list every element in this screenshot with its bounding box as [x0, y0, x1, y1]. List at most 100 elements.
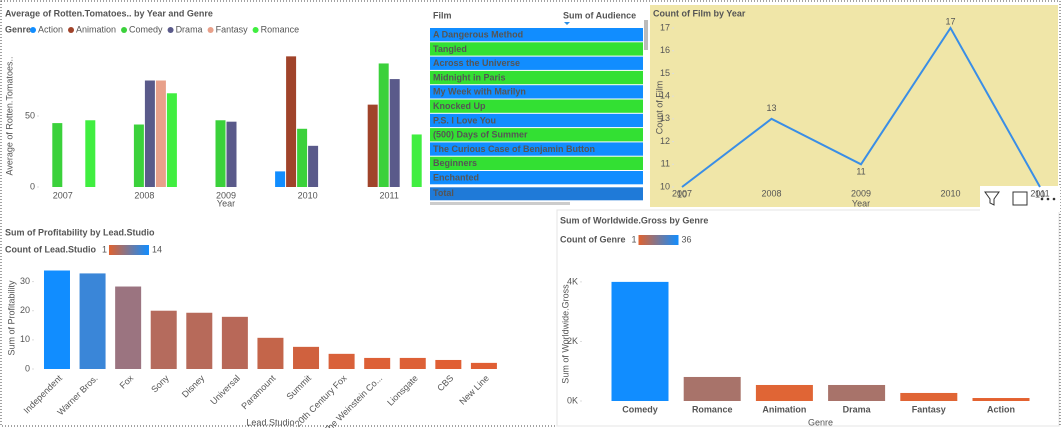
- table-row: [430, 142, 643, 156]
- data-label: 10: [1035, 189, 1045, 199]
- chart-title: Sum of Worldwide.Gross by Genre: [560, 215, 708, 225]
- x-tick-label: The Weinstein Co...: [321, 373, 384, 428]
- x-tick-label: 2008: [134, 190, 154, 200]
- bar: [293, 346, 320, 369]
- filter-icon[interactable]: [984, 191, 1000, 206]
- legend-title: Genre: [5, 24, 31, 34]
- bar: [328, 353, 355, 369]
- legend-min: 1: [102, 244, 107, 254]
- legend-swatch: [30, 27, 36, 33]
- legend-max: 36: [682, 234, 692, 244]
- x-tick-label: Summit: [284, 373, 313, 402]
- film-name: Midnight in Paris: [433, 72, 506, 82]
- x-tick-label: 2007: [672, 188, 692, 198]
- x-tick-label: Paramount: [239, 373, 278, 412]
- bar: [52, 123, 63, 187]
- x-tick-label: New Line: [457, 373, 491, 407]
- bar: [364, 357, 391, 369]
- table-row: [430, 28, 643, 42]
- film-name: (500) Days of Summer: [433, 130, 528, 140]
- legend-swatch: [167, 27, 174, 33]
- legend-swatch: [252, 27, 259, 33]
- film-name: Beginners: [433, 158, 477, 168]
- legend-gradient: [638, 235, 679, 245]
- film-name: P.S. I Love You: [433, 115, 496, 125]
- x-tick-label: 2010: [940, 188, 960, 198]
- bar: [144, 80, 155, 187]
- y-tick-label: 15: [660, 68, 670, 78]
- y-tick-label: 10: [660, 181, 670, 191]
- bar: [611, 281, 669, 401]
- bar: [435, 359, 462, 369]
- x-tick-label: CBS: [435, 373, 455, 393]
- table-row: [430, 99, 643, 113]
- x-tick-label: 2011: [1030, 188, 1049, 198]
- legend-label: Drama: [176, 24, 203, 34]
- bar: [186, 312, 213, 369]
- y-tick-label: 17: [660, 22, 670, 32]
- bar: [900, 392, 958, 401]
- data-label: 10: [677, 189, 687, 199]
- x-tick-label: 2008: [761, 188, 781, 198]
- bar: [150, 310, 177, 369]
- y-tick-label: 14: [660, 91, 670, 101]
- bar: [85, 120, 96, 187]
- bar: [399, 357, 426, 369]
- table-row: [430, 113, 643, 128]
- scrollbar: [644, 20, 648, 50]
- legend-title: Count of Lead.Studio: [5, 244, 96, 254]
- bar: [470, 362, 497, 369]
- column-header: Sum of Audience: [563, 10, 636, 20]
- bar: [133, 124, 144, 187]
- x-tick-label: 2009: [216, 190, 236, 200]
- legend-label: Animation: [76, 24, 116, 34]
- y-axis-label: Average of Rotten.Tomatoes..: [4, 57, 14, 176]
- data-label: 13: [766, 103, 776, 113]
- table-row: [430, 70, 643, 85]
- y-tick-label: 2K: [567, 336, 578, 346]
- x-tick-label: Animation: [762, 404, 806, 414]
- table-row: [430, 42, 643, 56]
- legend-label: Action: [38, 24, 63, 34]
- x-tick-label: Lionsgate: [385, 373, 420, 408]
- chart-title: Sum of Profitability by Lead.Studio: [5, 227, 155, 237]
- column-header: Film: [433, 10, 452, 20]
- x-tick-label: Fox: [118, 373, 136, 391]
- focus-icon[interactable]: [1012, 191, 1028, 206]
- visual-toolbar: [980, 186, 1060, 212]
- bar: [411, 134, 422, 187]
- bar: [221, 316, 248, 369]
- x-tick-label: Disney: [180, 373, 207, 400]
- film-name: A Dangerous Method: [433, 30, 523, 40]
- table-row: [430, 128, 643, 142]
- x-tick-label: 2010: [298, 190, 318, 200]
- x-axis-label: Year: [217, 198, 235, 208]
- sort-arrow: [564, 22, 570, 25]
- film-name: Knocked Up: [433, 101, 486, 111]
- more-icon[interactable]: [1040, 197, 1056, 201]
- film-name: My Week with Marilyn: [433, 87, 526, 97]
- y-tick-label: 13: [660, 113, 670, 123]
- toolbar-bg: [980, 186, 1060, 212]
- bar: [308, 145, 319, 187]
- bar: [389, 79, 400, 187]
- bar: [166, 93, 177, 187]
- y-axis-label: Sum of Profitability: [6, 280, 16, 356]
- x-tick-label: Universal: [208, 373, 242, 407]
- legend-swatch: [68, 27, 75, 33]
- x-tick-label: 2009: [851, 188, 871, 198]
- x-tick-label: Drama: [843, 404, 872, 414]
- bar: [43, 270, 70, 369]
- x-axis-label: Lead.Studio: [246, 417, 294, 427]
- h-scrollbar: [430, 202, 570, 205]
- y-tick-label: 0: [25, 363, 30, 373]
- line-panel: [650, 5, 1058, 207]
- legend-label: Comedy: [129, 24, 163, 34]
- legend-label: Fantasy: [216, 24, 249, 34]
- y-tick-label: 20: [20, 305, 30, 315]
- y-tick-label: 30: [20, 276, 30, 286]
- bar: [367, 104, 378, 187]
- y-axis-label: Count of Film: [654, 81, 664, 135]
- bar: [828, 384, 886, 401]
